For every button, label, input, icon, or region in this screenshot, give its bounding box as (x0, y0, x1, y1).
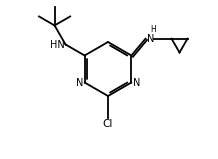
Text: N: N (147, 34, 154, 44)
Text: HN: HN (50, 39, 65, 49)
Text: N: N (76, 77, 83, 87)
Text: Cl: Cl (103, 119, 113, 129)
Text: H: H (150, 25, 156, 34)
Text: N: N (133, 77, 140, 87)
